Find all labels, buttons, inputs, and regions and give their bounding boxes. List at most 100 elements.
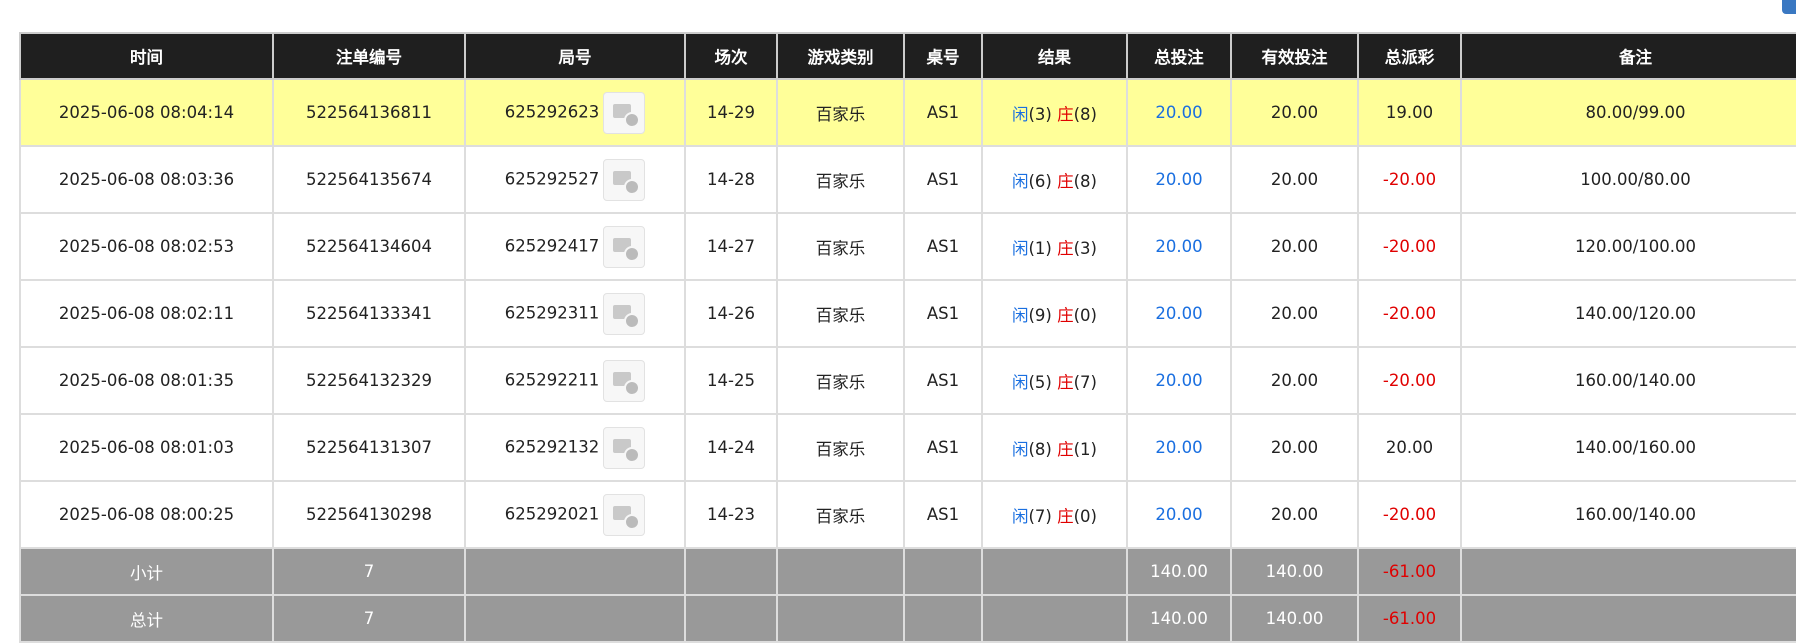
- time-cell: 2025-06-08 08:00:25: [19, 480, 274, 549]
- empty-cell: [464, 547, 686, 596]
- valid-bet-cell: 20.00: [1230, 279, 1359, 348]
- valid-bet-cell: 20.00: [1230, 78, 1359, 147]
- replay-icon[interactable]: [603, 292, 646, 335]
- valid-bet-cell: 20.00: [1230, 212, 1359, 281]
- column-header: 备注: [1460, 32, 1796, 80]
- time-cell: 2025-06-08 08:02:53: [19, 212, 274, 281]
- order-cell: 522564135674: [272, 145, 466, 214]
- result-cell: 闲(5) 庄(7): [981, 346, 1128, 415]
- column-header: 桌号: [903, 32, 983, 80]
- game-cell: 百家乐: [776, 480, 905, 549]
- order-cell: 522564134604: [272, 212, 466, 281]
- note-cell: 80.00/99.00: [1460, 78, 1796, 147]
- order-cell: 522564130298: [272, 480, 466, 549]
- note-cell: 140.00/120.00: [1460, 279, 1796, 348]
- summary-valid-bet: 140.00: [1230, 547, 1359, 596]
- round-cell: 625292311: [464, 279, 686, 348]
- table-cell: AS1: [903, 480, 983, 549]
- player-label: 闲: [1012, 171, 1029, 191]
- banker-label: 庄: [1057, 305, 1074, 325]
- time-cell: 2025-06-08 08:01:35: [19, 346, 274, 415]
- player-score: (3): [1028, 104, 1052, 124]
- empty-cell: [776, 594, 905, 643]
- empty-cell: [903, 547, 983, 596]
- column-header: 时间: [19, 32, 274, 80]
- payout-cell: -20.00: [1357, 212, 1462, 281]
- game-cell: 百家乐: [776, 413, 905, 482]
- empty-cell: [981, 594, 1128, 643]
- record-row: 2025-06-08 08:01:03 522564131307 625292132…: [19, 413, 1796, 482]
- banker-score: (0): [1073, 305, 1097, 325]
- payout-cell: -20.00: [1357, 279, 1462, 348]
- column-header: 注单编号: [272, 32, 466, 80]
- order-cell: 522564136811: [272, 78, 466, 147]
- valid-bet-cell: 20.00: [1230, 145, 1359, 214]
- round-cell: 625292623: [464, 78, 686, 147]
- note-cell: 100.00/80.00: [1460, 145, 1796, 214]
- note-cell: 160.00/140.00: [1460, 480, 1796, 549]
- time-cell: 2025-06-08 08:01:03: [19, 413, 274, 482]
- game-cell: 百家乐: [776, 78, 905, 147]
- corner-button[interactable]: [1782, 0, 1796, 14]
- round-number: 625292417: [504, 236, 600, 255]
- shoe-cell: 14-23: [684, 480, 778, 549]
- round-number: 625292311: [504, 303, 600, 322]
- replay-icon[interactable]: [603, 91, 646, 134]
- banker-score: (1): [1073, 439, 1097, 459]
- bet-cell: 20.00: [1126, 78, 1232, 147]
- replay-icon[interactable]: [603, 493, 646, 536]
- shoe-cell: 14-29: [684, 78, 778, 147]
- round-cell: 625292417: [464, 212, 686, 281]
- note-cell: 160.00/140.00: [1460, 346, 1796, 415]
- bet-cell: 20.00: [1126, 145, 1232, 214]
- summary-count: 7: [272, 594, 466, 643]
- banker-score: (7): [1073, 372, 1097, 392]
- empty-cell: [1460, 547, 1796, 596]
- table-cell: AS1: [903, 212, 983, 281]
- bet-cell: 20.00: [1126, 212, 1232, 281]
- empty-cell: [464, 594, 686, 643]
- banker-score: (8): [1073, 171, 1097, 191]
- column-header: 有效投注: [1230, 32, 1359, 80]
- round-cell: 625292211: [464, 346, 686, 415]
- player-label: 闲: [1012, 104, 1029, 124]
- shoe-cell: 14-27: [684, 212, 778, 281]
- player-label: 闲: [1012, 506, 1029, 526]
- valid-bet-cell: 20.00: [1230, 480, 1359, 549]
- game-cell: 百家乐: [776, 279, 905, 348]
- record-row: 2025-06-08 08:02:53 522564134604 625292417…: [19, 212, 1796, 281]
- banker-score: (0): [1073, 506, 1097, 526]
- result-cell: 闲(6) 庄(8): [981, 145, 1128, 214]
- note-cell: 120.00/100.00: [1460, 212, 1796, 281]
- bet-cell: 20.00: [1126, 480, 1232, 549]
- player-label: 闲: [1012, 372, 1029, 392]
- time-cell: 2025-06-08 08:03:36: [19, 145, 274, 214]
- shoe-cell: 14-28: [684, 145, 778, 214]
- valid-bet-cell: 20.00: [1230, 413, 1359, 482]
- summary-payout: -61.00: [1357, 547, 1462, 596]
- table-footer: 小计 7 140.00 140.00 -61.00 总计 7 140.00 140.00 -61.…: [19, 547, 1796, 643]
- empty-cell: [776, 547, 905, 596]
- replay-icon[interactable]: [603, 225, 646, 268]
- result-cell: 闲(1) 庄(3): [981, 212, 1128, 281]
- round-cell: 625292021: [464, 480, 686, 549]
- round-number: 625292527: [504, 169, 600, 188]
- summary-label: 总计: [19, 594, 274, 643]
- player-score: (7): [1028, 506, 1052, 526]
- game-cell: 百家乐: [776, 212, 905, 281]
- table-cell: AS1: [903, 145, 983, 214]
- record-row: 2025-06-08 08:04:14 522564136811 625292623…: [19, 78, 1796, 147]
- replay-icon[interactable]: [603, 359, 646, 402]
- column-header: 总投注: [1126, 32, 1232, 80]
- order-cell: 522564132329: [272, 346, 466, 415]
- payout-cell: -20.00: [1357, 480, 1462, 549]
- replay-icon[interactable]: [603, 158, 646, 201]
- record-row: 2025-06-08 08:01:35 522564132329 625292211…: [19, 346, 1796, 415]
- time-cell: 2025-06-08 08:02:11: [19, 279, 274, 348]
- shoe-cell: 14-25: [684, 346, 778, 415]
- player-score: (1): [1028, 238, 1052, 258]
- replay-icon[interactable]: [603, 426, 646, 469]
- table-cell: AS1: [903, 413, 983, 482]
- player-score: (5): [1028, 372, 1052, 392]
- shoe-cell: 14-24: [684, 413, 778, 482]
